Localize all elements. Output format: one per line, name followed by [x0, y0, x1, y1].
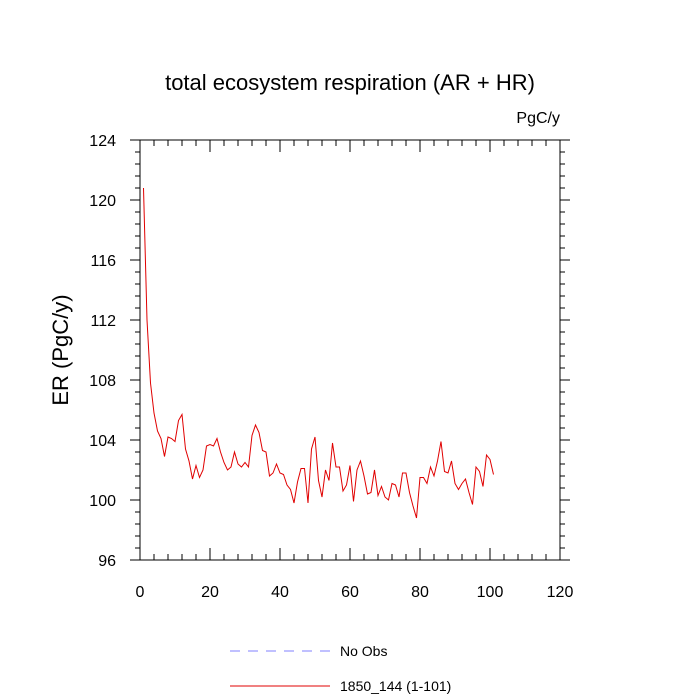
x-tick-label: 20: [201, 584, 219, 601]
units-label: PgC/y: [516, 110, 560, 127]
axis-tick-labels: 0 20 40 60 80 100 120 96 100 104 108 112 116 120 124: [89, 133, 573, 601]
legend-label-no-obs: No Obs: [340, 643, 387, 659]
x-tick-label: 0: [136, 584, 145, 601]
series-line-1: [143, 187, 494, 519]
chart-title: total ecosystem respiration (AR + HR): [165, 70, 535, 95]
y-tick-label: 104: [89, 433, 116, 450]
y-tick-label: 116: [90, 253, 116, 270]
x-tick-label: 80: [411, 584, 429, 601]
legend: No Obs 1850_144 (1-101): [230, 643, 451, 694]
y-tick-label: 112: [90, 313, 116, 330]
axis-ticks: [130, 139, 570, 561]
y-tick-label: 108: [89, 373, 116, 390]
y-tick-label: 96: [98, 553, 116, 570]
y-tick-label: 124: [89, 133, 116, 150]
plot-frame: [139, 139, 561, 561]
data-series: [143, 187, 494, 519]
x-tick-label: 40: [271, 584, 289, 601]
x-tick-label: 120: [547, 584, 574, 601]
x-tick-label: 60: [341, 584, 359, 601]
y-tick-label: 120: [89, 193, 116, 210]
legend-label-1850-144: 1850_144 (1-101): [340, 678, 451, 694]
y-axis-label: ER (PgC/y): [48, 294, 73, 405]
y-tick-label: 100: [89, 493, 116, 510]
x-tick-label: 100: [477, 584, 504, 601]
